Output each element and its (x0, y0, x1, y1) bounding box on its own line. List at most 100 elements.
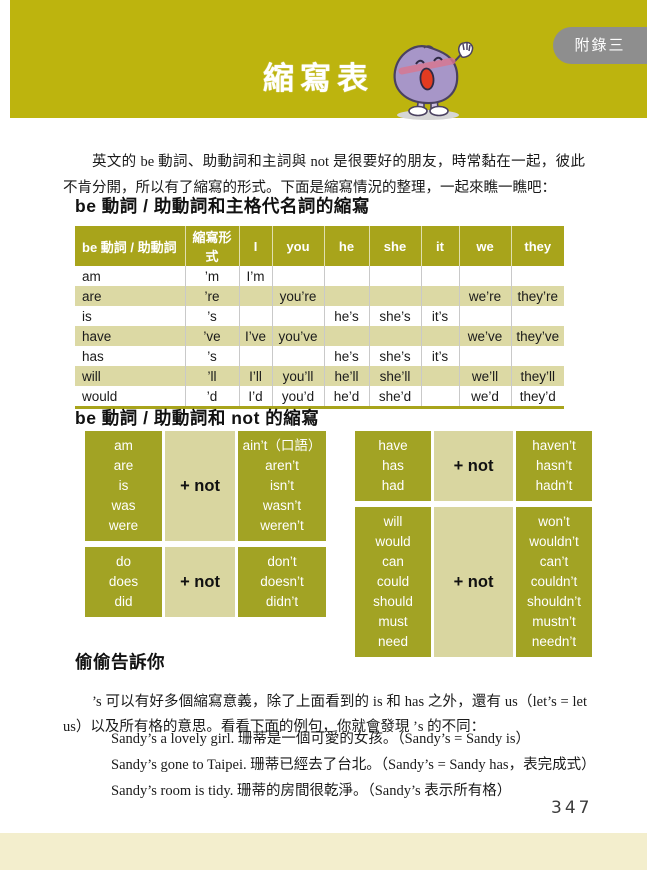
verb: does (108, 574, 139, 589)
cell: we’re (458, 286, 511, 306)
plus-not-cell: + not (165, 431, 235, 541)
verb: has (382, 458, 404, 473)
cell (323, 326, 369, 346)
verb: will (383, 514, 403, 529)
cell: they’ll (510, 366, 564, 386)
cell: ’s (184, 306, 239, 326)
results-cell: don’t doesn’t didn’t (238, 547, 326, 617)
cell (420, 266, 459, 286)
verb: need (377, 634, 409, 649)
cell: am (82, 268, 101, 284)
table-header-row: be 動詞 / 助動詞 縮寫形式 I you he she it we they (75, 226, 564, 266)
table-row: will ’ll I’ll you’ll he’ll she’ll we’ll … (75, 366, 564, 386)
results-cell: haven’t hasn’t hadn’t (516, 431, 592, 501)
verb: had (381, 478, 405, 493)
not-block-modal: will would can could should must need + … (355, 507, 592, 657)
table-row: has ’s he’s she’s it’s (75, 346, 564, 366)
cell (368, 266, 421, 286)
col-header-they: they (510, 226, 564, 266)
cell: he’s (323, 346, 369, 366)
cell (271, 306, 324, 326)
cell: ’d (184, 386, 239, 408)
verbs-cell: will would can could should must need (355, 507, 431, 657)
cell (420, 326, 459, 346)
example-sentences: Sandy’s a lovely girl. 珊蒂是一個可愛的女孩。（Sandy… (111, 726, 596, 804)
example-sentence: Sandy’s gone to Taipei. 珊蒂已經去了台北。（Sandy’… (111, 757, 596, 774)
not-block-do: do does did + not don’t doesn’t didn’t (85, 547, 326, 617)
table-row: are ’re you’re we’re they’re (75, 286, 564, 306)
verb: were (108, 518, 139, 533)
col-header-we: we (458, 226, 511, 266)
cell: ’m (184, 266, 239, 286)
verb: could (376, 574, 410, 589)
not-contraction-blocks: am are is was were + not ain’t（口語） aren’… (85, 431, 592, 657)
cell (420, 386, 459, 408)
verb: would (375, 534, 411, 549)
cell: we’d (458, 386, 511, 408)
cell: are (82, 288, 102, 304)
cell: I’ll (238, 366, 272, 386)
cell (458, 266, 511, 286)
cell (323, 266, 369, 286)
verb: must (378, 614, 408, 629)
cell (238, 346, 272, 366)
cell: you’re (271, 286, 324, 306)
appendix-tab-label: 附錄三 (574, 37, 626, 54)
mascot-bean-icon (384, 40, 476, 127)
section1-heading: be 動詞 / 助動詞和主格代名詞的縮寫 (75, 196, 370, 216)
verb: was (111, 498, 136, 513)
cell (271, 266, 324, 286)
cell: have (82, 328, 112, 344)
contraction: doesn’t (260, 574, 304, 589)
cell (420, 286, 459, 306)
verb: is (118, 478, 129, 493)
verb: should (373, 594, 413, 609)
cell: she’s (368, 346, 421, 366)
cell: ’re (184, 286, 239, 306)
intro-paragraph: 英文的 be 動詞、助動詞和主詞與 not 是很要好的朋友，時常黏在一起，彼此不… (63, 153, 585, 196)
table-row: is ’s he’s she’s it’s (75, 306, 564, 326)
contraction: needn’t (531, 634, 577, 649)
col-header-you: you (271, 226, 324, 266)
verbs-cell: do does did (85, 547, 162, 617)
cell: it’s (420, 346, 459, 366)
contraction: weren’t (260, 518, 304, 533)
contraction: can’t (539, 554, 569, 569)
cell (510, 306, 564, 326)
cell (271, 346, 324, 366)
verb: am (114, 438, 133, 453)
cell: they’ve (510, 326, 564, 346)
col-header-form: 縮寫形式 (184, 226, 239, 266)
contraction: mustn’t (532, 614, 576, 629)
cell: is (82, 308, 92, 324)
contraction: ain’t（口語） (242, 438, 322, 453)
cell (510, 266, 564, 286)
cell: it’s (420, 306, 459, 326)
cell: she’ll (368, 366, 421, 386)
verb: do (115, 554, 132, 569)
verbs-cell: have has had (355, 431, 431, 501)
plus-not-cell: + not (434, 431, 513, 501)
cell (238, 306, 272, 326)
example-sentence: Sandy’s a lovely girl. 珊蒂是一個可愛的女孩。（Sandy… (111, 731, 531, 747)
cell: ’ll (184, 366, 239, 386)
contraction: couldn’t (530, 574, 578, 589)
plus-not-cell: + not (434, 507, 513, 657)
verb: are (113, 458, 134, 473)
appendix-tab: 附錄三 (553, 27, 647, 64)
cell (510, 346, 564, 366)
not-block-be: am are is was were + not ain’t（口語） aren’… (85, 431, 326, 541)
plus-not-cell: + not (165, 547, 235, 617)
contraction: wasn’t (262, 498, 302, 513)
col-header-I: I (238, 226, 272, 266)
section3-heading: 偷偷告訴你 (75, 652, 165, 672)
cell: they’re (510, 286, 564, 306)
cell: has (82, 348, 104, 364)
cell: we’ve (458, 326, 511, 346)
cell: ’s (184, 346, 239, 366)
cell: ’ve (184, 326, 239, 346)
cell (458, 346, 511, 366)
contraction: didn’t (265, 594, 299, 609)
cell: we’ll (458, 366, 511, 386)
table-row: have ’ve I’ve you’ve we’ve they’ve (75, 326, 564, 346)
